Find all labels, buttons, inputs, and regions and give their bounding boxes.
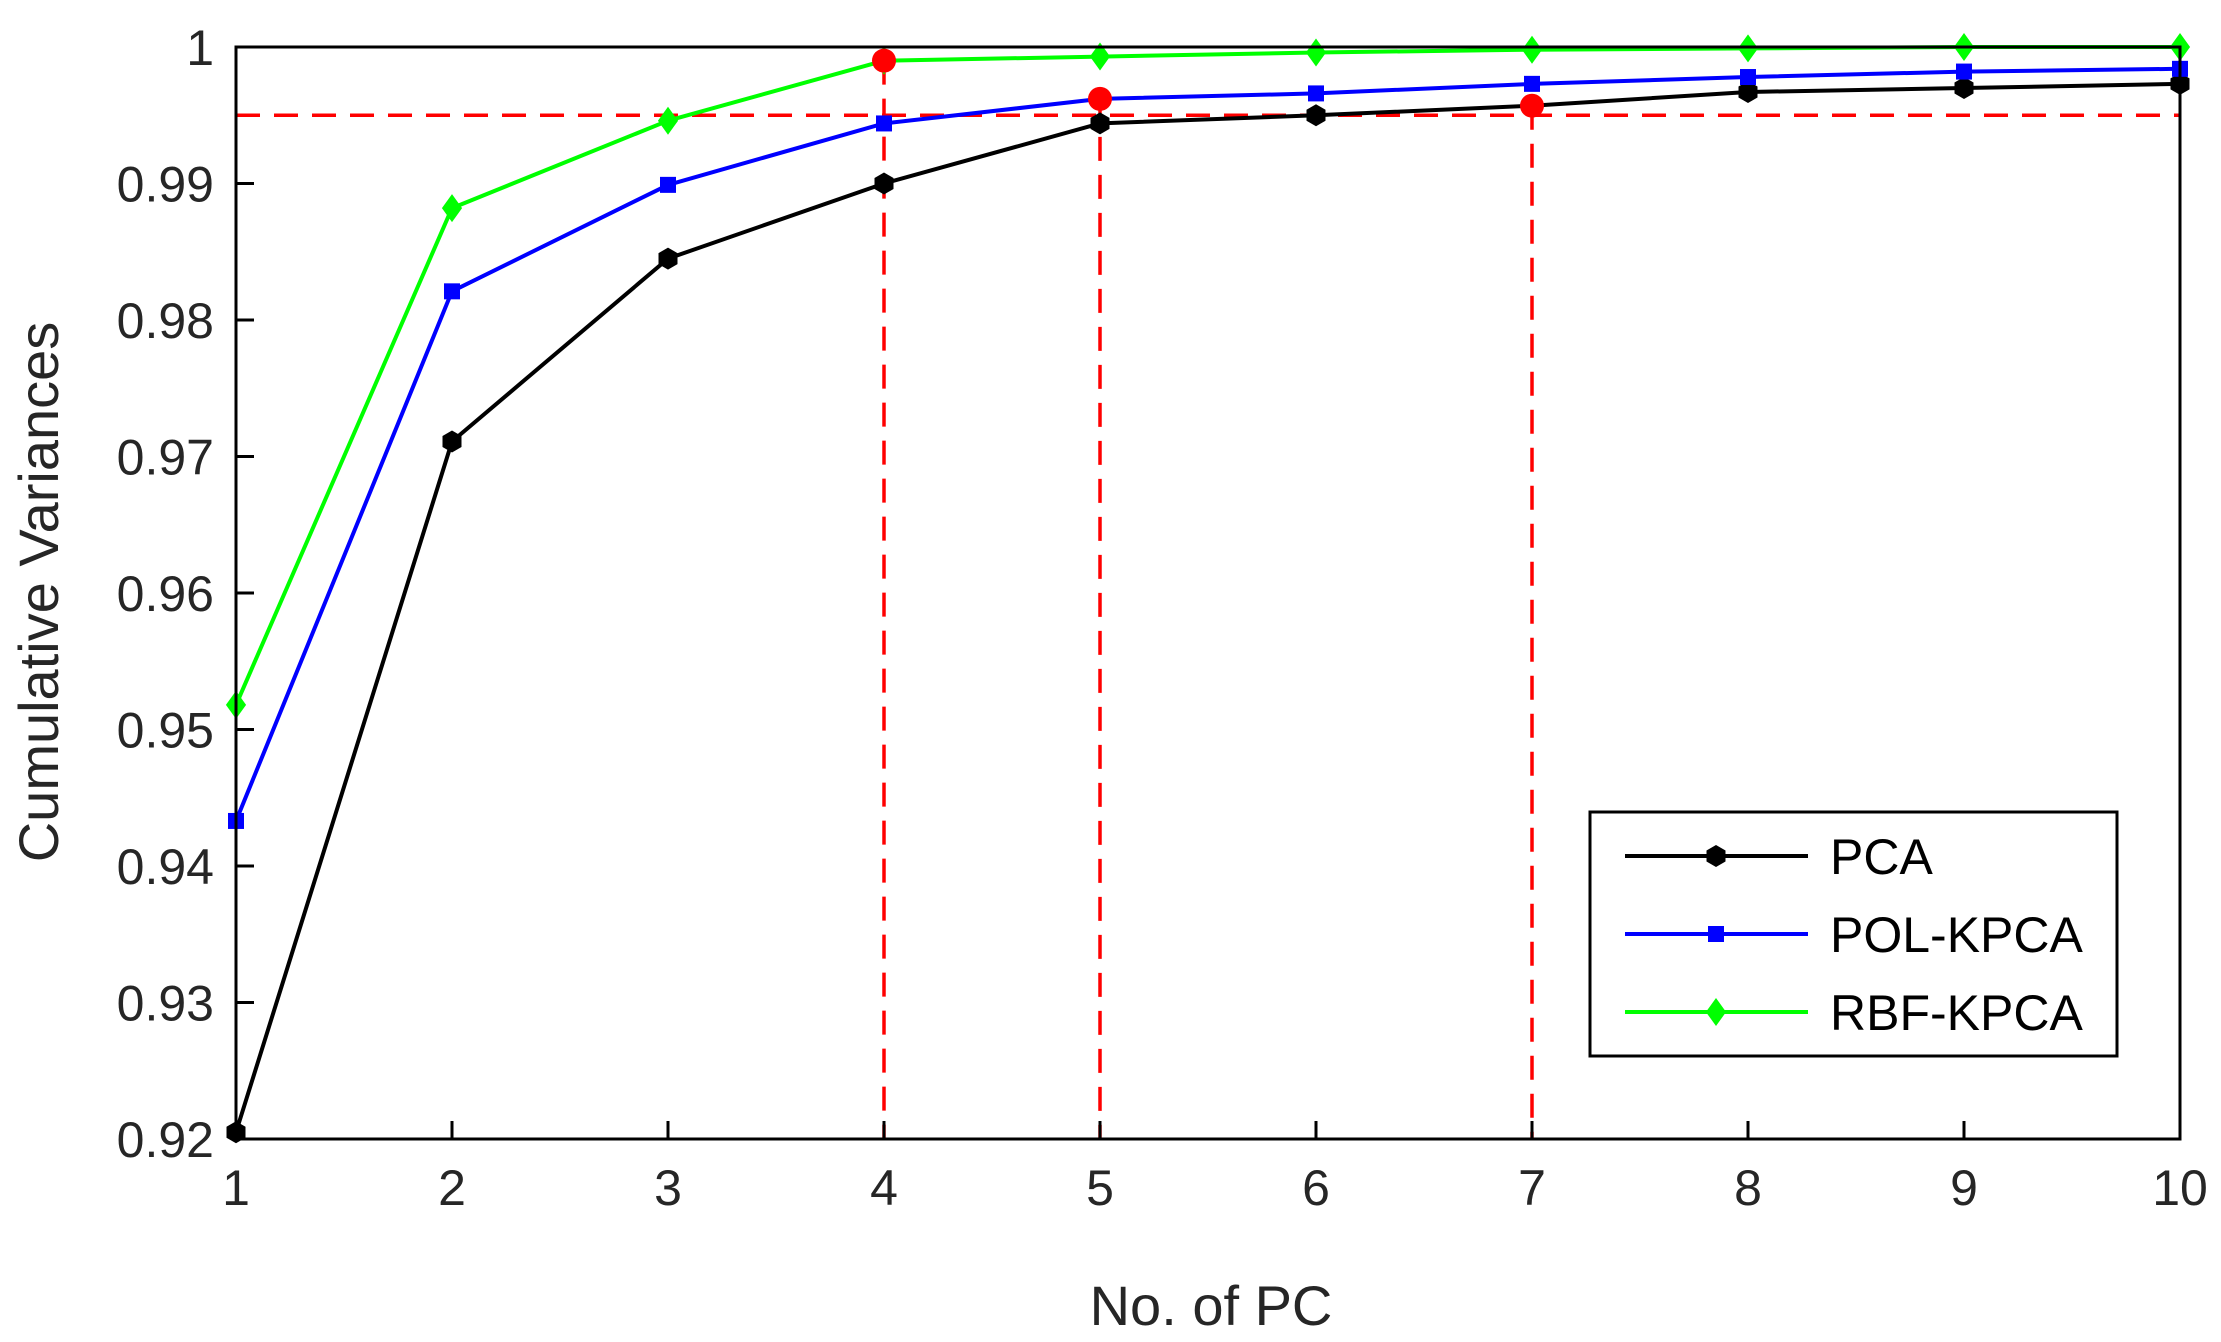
y-tick-label: 0.93 [117,976,214,1032]
y-axis-title: Cumulative Variances [7,322,70,863]
series-line-pca [234,81,2181,1133]
x-tick-label: 8 [1734,1160,1762,1216]
data-point-pca-2 [442,430,462,453]
reference-lines [236,60,2180,1139]
legend-label-pol-kpca: POL-KPCA [1830,907,2084,963]
x-tick-label: 3 [654,1160,682,1216]
y-tick-label: 0.92 [117,1112,214,1168]
axes [234,45,2182,1141]
y-tick-label: 0.97 [117,430,214,486]
data-point-pca-9 [1954,77,1974,99]
legend-label-rbf-kpca: RBF-KPCA [1830,985,2083,1041]
data-point-rbf-kpca-2 [441,194,463,223]
data-point-rbf-kpca-3 [657,106,679,135]
data-point-pol-kpca-3 [660,176,676,193]
y-tick-label: 0.95 [117,703,214,759]
x-tick-label: 6 [1302,1160,1330,1216]
highlight-point-5 [1088,86,1112,111]
data-point-rbf-kpca-5 [1089,42,1111,71]
x-tick-label: 10 [2152,1160,2208,1216]
data-point-pca-6 [1306,104,1326,127]
legend-label-pca: PCA [1830,829,1933,885]
x-tick-label: 1 [222,1160,250,1216]
highlight-markers [872,48,1544,118]
x-tick-label: 5 [1086,1160,1114,1216]
data-point-pca-5 [1090,112,1110,135]
tick-labels: 1 2 3 4 5 6 7 8 9 10 0.92 0.93 0.94 0.95 0.96 0.97 0.98 0… [117,20,2208,1216]
highlight-point-4 [872,48,896,73]
highlight-point-7 [1520,93,1544,118]
data-point-pca-3 [658,247,678,270]
x-tick-label: 4 [870,1160,898,1216]
data-point-pol-kpca-6 [1308,85,1324,102]
series-line-pol-kpca [234,66,2181,822]
data-point-rbf-kpca-6 [1305,38,1327,67]
legend-marker-pol-kpca [1708,926,1724,942]
data-point-pca-8 [1738,81,1758,103]
x-tick-label: 7 [1518,1160,1546,1216]
x-tick-label: 9 [1950,1160,1978,1216]
data-point-pol-kpca-9 [1956,63,1972,80]
y-tick-label: 1 [186,20,214,76]
legend-marker-pca [1706,845,1726,867]
series-layer [225,33,2191,1144]
data-point-pol-kpca-7 [1524,75,1540,92]
data-point-pol-kpca-8 [1740,69,1756,86]
data-point-rbf-kpca-7 [1521,35,1543,64]
data-point-pol-kpca-2 [444,283,460,300]
y-tick-label: 0.99 [117,157,214,213]
y-tick-label: 0.94 [117,839,214,895]
y-tick-label: 0.98 [117,293,214,349]
legend-marker-rbf-kpca [1705,998,1727,1026]
x-axis-title: No. of PC [1090,1274,1333,1337]
y-tick-label: 0.96 [117,566,214,622]
legend: PCA POL-KPCA RBF-KPCA [1588,810,2119,1058]
data-point-pca-4 [874,172,894,195]
x-tick-label: 2 [438,1160,466,1216]
data-point-pol-kpca-4 [876,115,892,132]
